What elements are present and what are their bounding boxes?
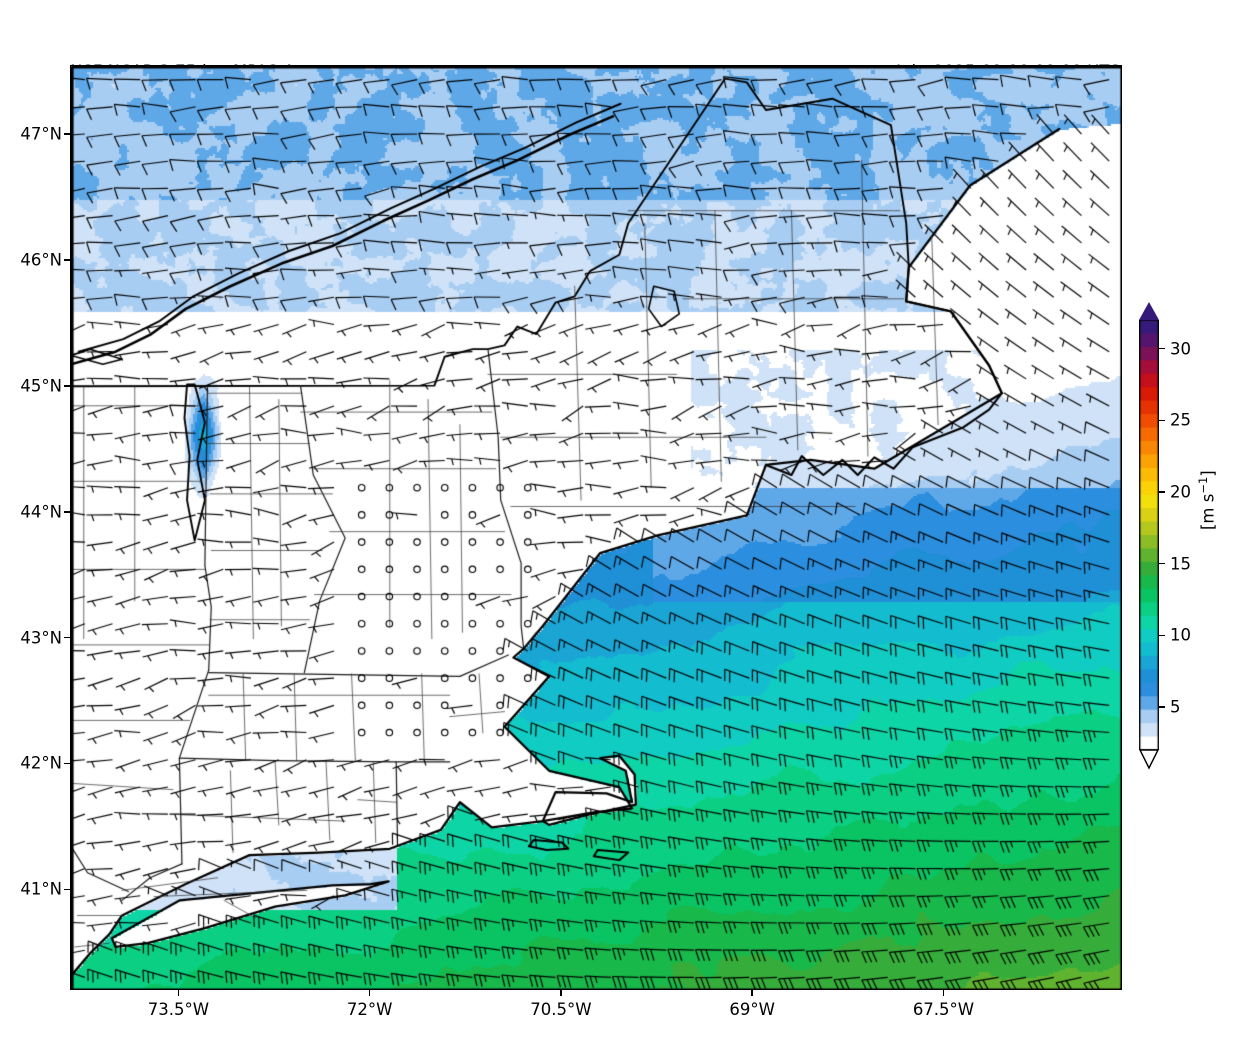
x-tick [368, 990, 371, 996]
y-tick-label-44: 44°N [20, 502, 62, 522]
y-tick-label-42: 42°N [20, 753, 62, 773]
x-tick [942, 990, 945, 996]
colorbar-tick [1159, 419, 1165, 422]
colorbar-extend-bottom [1138, 749, 1160, 770]
colorbar-gradient [1139, 320, 1159, 750]
colorbar-tick-label-15: 15 [1170, 554, 1191, 574]
y-tick [64, 636, 70, 639]
colorbar-tick [1159, 491, 1165, 493]
y-tick [64, 259, 70, 261]
y-tick [64, 888, 70, 891]
colorbar-tick [1159, 562, 1165, 565]
x-tick [751, 990, 753, 996]
y-tick [64, 762, 70, 765]
colorbar-label-exponent: −1 [1196, 476, 1210, 494]
colorbar-extend-top [1139, 302, 1159, 320]
colorbar-tick [1159, 634, 1165, 637]
x-tick [177, 990, 180, 996]
x-tick-label: 67.5°W [912, 1000, 975, 1019]
colorbar-label-main: [m s [1198, 493, 1218, 530]
colorbar-tick-label-5: 5 [1170, 697, 1181, 717]
colorbar-tick [1159, 706, 1165, 708]
y-tick [64, 510, 70, 513]
x-tick-label: 69°W [729, 1000, 775, 1019]
x-tick-label: 73.5°W [147, 1000, 210, 1019]
map-plot-area [70, 65, 1122, 990]
x-tick [560, 990, 562, 996]
y-tick [64, 133, 70, 135]
colorbar-label-tail: ] [1198, 470, 1218, 477]
colorbar-tick-label-20: 20 [1170, 482, 1191, 502]
y-tick-label-45: 45°N [20, 376, 62, 396]
x-tick-label: 70.5°W [530, 1000, 592, 1019]
y-tick-label-47: 47°N [20, 124, 62, 144]
y-tick-label-46: 46°N [20, 250, 62, 270]
colorbar-tick [1159, 347, 1165, 350]
weather-map-canvas [71, 66, 1121, 989]
y-tick-label-43: 43°N [20, 628, 62, 648]
colorbar-tick-label-10: 10 [1170, 625, 1191, 645]
y-tick-label-41: 41°N [20, 879, 62, 899]
x-tick-label: 72°W [346, 1000, 393, 1019]
colorbar-label: [m s−1] [1196, 470, 1218, 530]
colorbar-tick-label-30: 30 [1170, 339, 1191, 359]
colorbar [1138, 302, 1160, 770]
y-tick [64, 385, 70, 387]
colorbar-tick-label-25: 25 [1170, 410, 1191, 430]
